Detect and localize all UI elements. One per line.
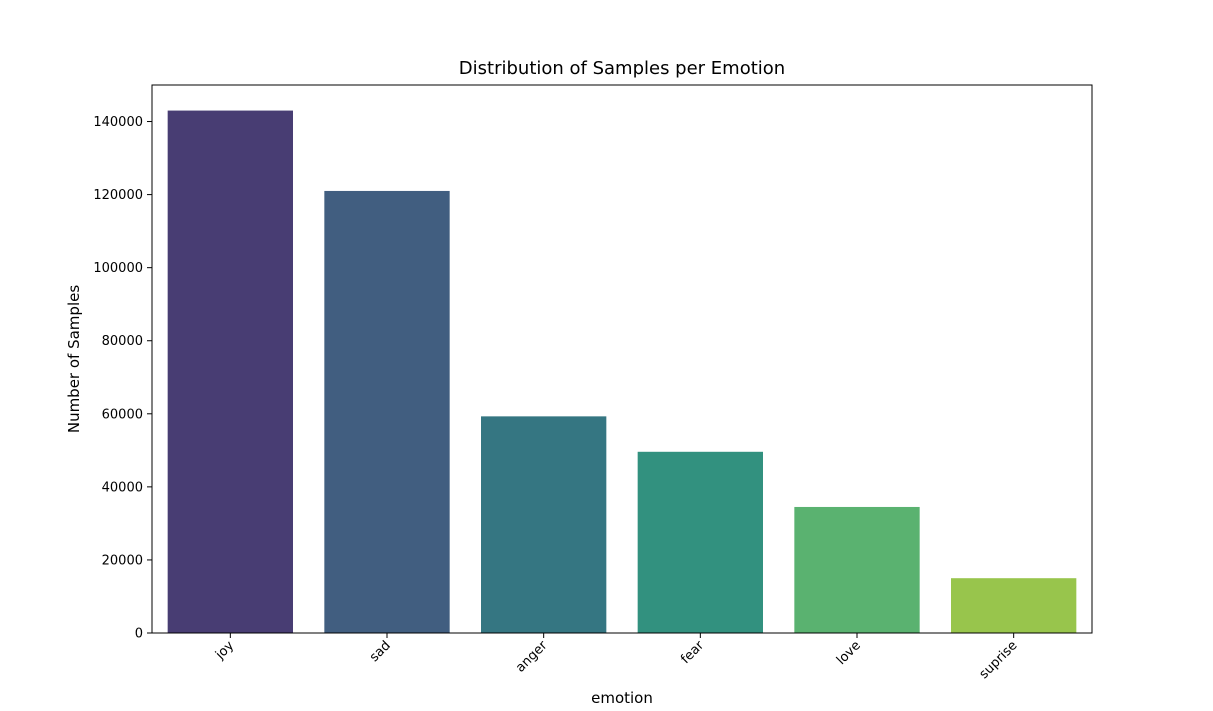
bar-suprise: [951, 578, 1077, 633]
bar-joy: [167, 110, 293, 633]
x-tick-label-sad: sad: [367, 638, 394, 665]
y-tick-label: 80000: [102, 334, 143, 349]
x-axis-label: emotion: [591, 689, 653, 707]
bar-love: [794, 506, 920, 633]
plot-frame: [151, 84, 1093, 634]
x-tick-label-suprise: suprise: [977, 638, 1021, 682]
y-tick-label: 0: [135, 627, 143, 642]
bar-anger: [481, 416, 607, 633]
x-tick-label-love: love: [834, 638, 864, 668]
y-tick-label: 120000: [93, 188, 143, 203]
x-tick-label-fear: fear: [678, 638, 707, 667]
bar-fear: [637, 451, 763, 633]
y-tick-label: 40000: [102, 480, 143, 495]
bar-sad: [324, 190, 450, 634]
y-tick-label: 20000: [102, 553, 143, 568]
chart-title: Distribution of Samples per Emotion: [458, 58, 786, 79]
x-tick-label-anger: anger: [513, 638, 551, 676]
y-tick-label: 100000: [93, 261, 143, 276]
y-tick-label: 140000: [93, 115, 143, 130]
y-tick-label: 60000: [102, 407, 143, 422]
x-tick-label-joy: joy: [212, 638, 237, 663]
